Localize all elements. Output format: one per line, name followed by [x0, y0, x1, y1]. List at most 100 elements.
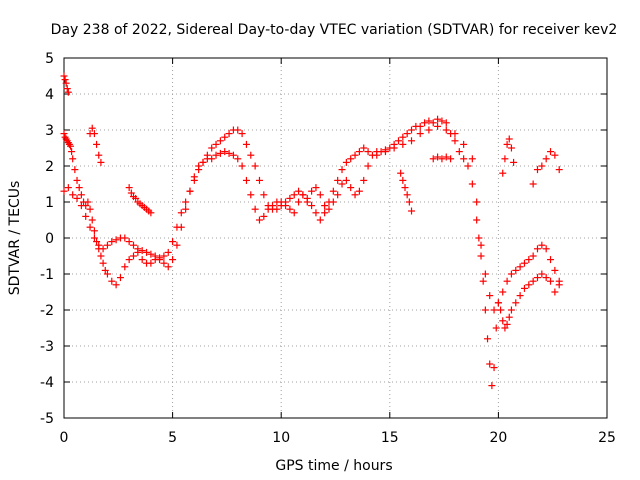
data-point	[533, 245, 541, 253]
data-point	[134, 245, 142, 253]
data-point	[325, 205, 333, 213]
data-point	[503, 320, 511, 328]
data-point	[277, 202, 285, 210]
data-point	[138, 247, 146, 255]
data-point	[147, 259, 155, 267]
data-point	[130, 252, 138, 260]
data-point	[551, 266, 559, 274]
data-point	[555, 281, 563, 289]
data-point	[286, 194, 294, 202]
data-point	[203, 151, 211, 159]
x-tick-label: 25	[598, 430, 616, 446]
data-point	[494, 299, 502, 307]
data-point	[61, 76, 69, 84]
data-point	[347, 184, 355, 192]
data-point	[112, 281, 120, 289]
data-point	[499, 288, 507, 296]
data-point	[555, 166, 563, 174]
data-point	[438, 117, 446, 125]
data-point	[547, 148, 555, 156]
data-point	[225, 149, 233, 157]
data-point	[399, 133, 407, 141]
data-point	[321, 209, 329, 217]
data-point	[108, 238, 116, 246]
data-point	[88, 216, 96, 224]
data-point	[160, 252, 168, 260]
data-point	[551, 288, 559, 296]
data-point	[229, 151, 237, 159]
y-tick-label: 2	[45, 159, 54, 175]
data-point	[216, 149, 224, 157]
data-point	[479, 277, 487, 285]
data-point	[121, 263, 129, 271]
data-point	[60, 72, 68, 80]
data-point	[60, 187, 68, 195]
data-point	[103, 241, 111, 249]
data-point	[125, 256, 133, 264]
data-point	[499, 169, 507, 177]
data-point	[182, 198, 190, 206]
data-point	[299, 191, 307, 199]
data-point	[408, 207, 416, 215]
data-point	[538, 162, 546, 170]
data-point	[286, 205, 294, 213]
data-point	[516, 292, 524, 300]
data-point	[490, 306, 498, 314]
data-point	[86, 205, 94, 213]
data-point	[542, 274, 550, 282]
data-point	[405, 198, 413, 206]
data-point	[360, 144, 368, 152]
data-series	[60, 72, 563, 390]
data-point	[408, 126, 416, 134]
data-point	[373, 151, 381, 159]
data-point	[347, 155, 355, 163]
data-point	[212, 140, 220, 148]
x-axis-label: GPS time / hours	[275, 458, 392, 474]
data-point	[533, 274, 541, 282]
x-tick-label: 5	[168, 430, 177, 446]
data-point	[338, 180, 346, 188]
data-point	[290, 209, 298, 217]
data-point	[477, 252, 485, 260]
data-point	[490, 364, 498, 372]
data-point	[364, 148, 372, 156]
y-tick-label: 3	[45, 123, 54, 139]
data-point	[477, 241, 485, 249]
data-point	[242, 140, 250, 148]
data-point	[360, 176, 368, 184]
data-point	[468, 155, 476, 163]
data-point	[93, 238, 101, 246]
data-point	[116, 274, 124, 282]
data-point	[77, 202, 85, 210]
data-point	[403, 130, 411, 138]
data-point	[442, 153, 450, 161]
data-point	[90, 227, 98, 235]
data-point	[247, 191, 255, 199]
data-point	[63, 85, 71, 93]
data-point	[351, 151, 359, 159]
y-tick-label: -2	[40, 303, 54, 319]
data-point	[199, 158, 207, 166]
y-tick-labels: -5 -4 -3 -2 -1 0 1 2 3 4 5	[40, 51, 54, 427]
data-point	[93, 140, 101, 148]
data-point	[334, 191, 342, 199]
data-point	[99, 259, 107, 267]
data-point	[399, 140, 407, 148]
data-point	[312, 184, 320, 192]
x-tick-labels: 0 5 10 15 20 25	[60, 430, 616, 446]
data-point	[355, 148, 363, 156]
data-point	[130, 241, 138, 249]
data-point	[408, 137, 416, 145]
data-point	[177, 209, 185, 217]
data-point	[242, 176, 250, 184]
data-point	[103, 270, 111, 278]
data-point	[473, 198, 481, 206]
grid	[64, 58, 607, 418]
data-point	[486, 360, 494, 368]
data-point	[160, 259, 168, 267]
data-point	[403, 191, 411, 199]
data-point	[164, 248, 172, 256]
data-point	[397, 169, 405, 177]
data-point	[84, 198, 92, 206]
data-point	[169, 256, 177, 264]
